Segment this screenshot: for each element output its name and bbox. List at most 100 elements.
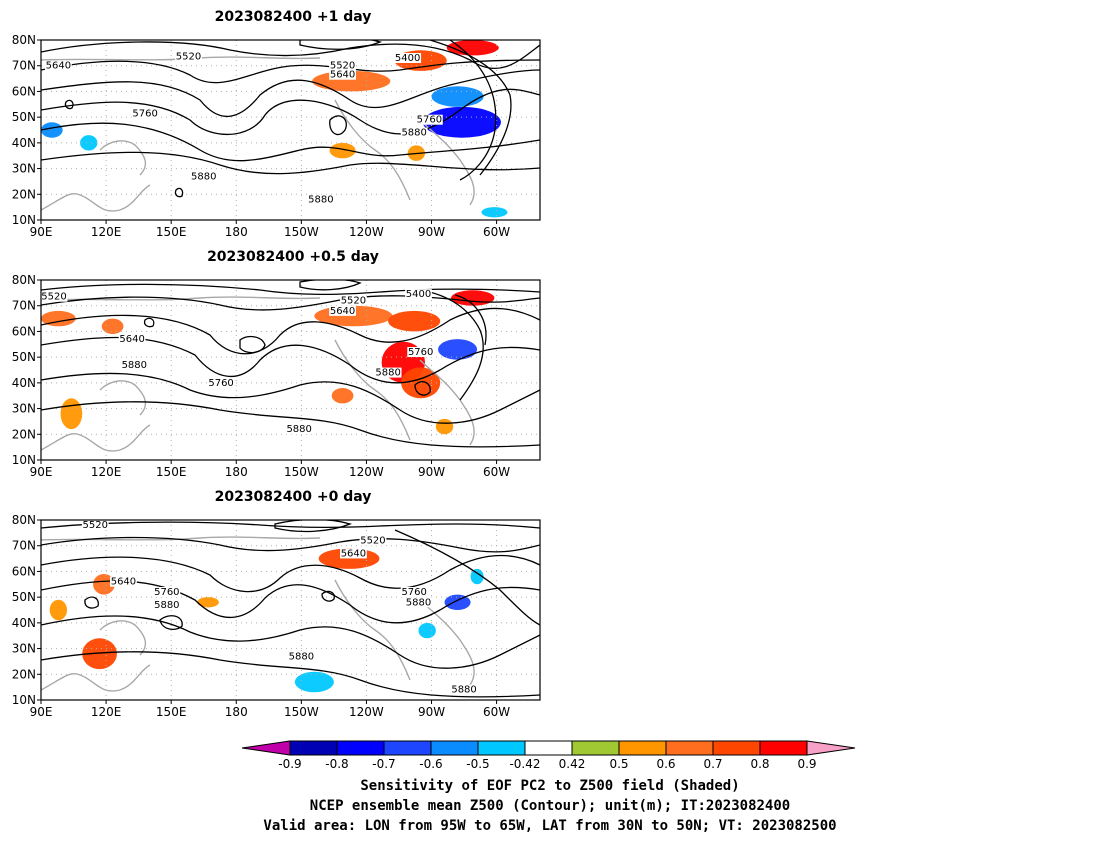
z500-contour [41, 88, 540, 136]
x-tick-label: 90E [30, 225, 53, 239]
colorbar-low-arrow [241, 740, 291, 756]
y-tick-label: 30N [12, 162, 36, 176]
z500-contour [329, 115, 347, 136]
sensitivity-shading [431, 86, 484, 107]
panel-3-map: 5520552056405640576058805760588058805880… [12, 513, 541, 719]
coastline [334, 579, 411, 681]
z500-contour [41, 651, 540, 698]
colorbar-tick-label: -0.8 [325, 757, 348, 771]
coastline [419, 599, 475, 686]
x-tick-label: 120E [91, 225, 122, 239]
z500-contour [41, 336, 540, 384]
sensitivity-shading [60, 398, 83, 430]
y-tick-label: 60N [12, 564, 36, 578]
z500-contour [41, 122, 540, 162]
contour-label: 5880 [308, 194, 333, 205]
coastline [41, 664, 151, 692]
contour-label: 5520 [341, 296, 366, 307]
colorbar-tick-label: -0.9 [278, 757, 301, 771]
contour-label: 5520 [83, 520, 108, 531]
colorbar-bin [383, 740, 432, 756]
sensitivity-shading [331, 388, 354, 404]
y-tick-label: 40N [12, 136, 36, 150]
sensitivity-shading [82, 638, 117, 670]
z500-contour [41, 69, 540, 117]
colorbar-tick-label: 0.8 [750, 757, 769, 771]
contour-label: 5760 [154, 587, 179, 598]
panel-1-map: 5520564054005520564057605760588058805880… [12, 33, 541, 239]
z500-contour [41, 401, 540, 448]
contour-label: 5760 [208, 378, 233, 389]
x-tick-label: 60W [483, 465, 510, 479]
sensitivity-shading [470, 568, 484, 585]
sensitivity-shading [446, 40, 499, 56]
y-tick-label: 80N [12, 513, 36, 527]
colorbar-tick-label: 0.42 [559, 757, 586, 771]
panel-1-title: 2023082400 +1 day [215, 9, 372, 25]
map-frame [40, 519, 541, 701]
colorbar-bin [712, 740, 761, 756]
y-tick-label: 50N [12, 350, 36, 364]
z500-contour [41, 59, 540, 84]
contour-label: 5520 [176, 52, 201, 63]
panel-2-title: 2023082400 +0.5 day [207, 249, 379, 265]
sensitivity-shading [41, 310, 76, 327]
y-tick-label: 10N [12, 693, 36, 707]
sensitivity-shading [41, 122, 63, 138]
contour-label: 5640 [330, 306, 355, 317]
sensitivity-shading [388, 310, 441, 332]
coastline [99, 620, 147, 656]
x-tick-label: 120E [91, 465, 122, 479]
contour-label: 5880 [122, 360, 147, 371]
x-tick-label: 150W [284, 465, 319, 479]
sensitivity-shading [422, 106, 501, 138]
z500-contour [41, 372, 540, 424]
x-tick-label: 180 [225, 225, 248, 239]
z500-contour [84, 596, 99, 609]
sensitivity-shading [197, 597, 219, 608]
sensitivity-shading [481, 207, 508, 218]
map-background [41, 520, 540, 700]
map-frame [40, 279, 541, 461]
contour-label: 5520 [41, 292, 66, 303]
y-tick-label: 20N [12, 187, 36, 201]
colorbar-bin [336, 740, 385, 756]
x-tick-label: 150E [156, 465, 187, 479]
x-tick-label: 150W [284, 705, 319, 719]
contour-label: 5880 [401, 128, 426, 139]
x-tick-label: 90W [418, 465, 445, 479]
contour-label: 5880 [286, 424, 311, 435]
colorbar-bin [289, 740, 338, 756]
x-tick-label: 120W [349, 465, 384, 479]
sensitivity-shading [435, 418, 454, 435]
contour-label: 5400 [395, 53, 420, 64]
sensitivity-shading [93, 574, 115, 595]
z500-contour [41, 283, 540, 296]
panel-3-title: 2023082400 +0 day [215, 489, 372, 505]
panel-2-map: 5520 540055205640564058805760576058805880… [12, 273, 541, 479]
x-tick-label: 150E [156, 225, 187, 239]
colorbar-tick-label: -0.42 [509, 757, 540, 771]
x-tick-label: 150W [284, 225, 319, 239]
z500-contour [41, 295, 540, 311]
x-tick-label: 120W [349, 705, 384, 719]
z500-contour [299, 40, 382, 50]
x-tick-label: 90E [30, 705, 53, 719]
colorbar-high-arrow [806, 740, 856, 756]
colorbar-bin [759, 740, 808, 756]
y-tick-label: 80N [12, 33, 36, 47]
z500-contour [41, 615, 540, 669]
z500-contour [143, 317, 155, 328]
colorbar-tick-label: -0.5 [466, 757, 489, 771]
contour-label: 5640 [330, 70, 355, 81]
contour-label: 5520 [330, 61, 355, 72]
colorbar-tick-label: 0.7 [703, 757, 722, 771]
contour-label: 5760 [401, 587, 426, 598]
sensitivity-shading [294, 671, 334, 693]
contour-label: 5880 [406, 597, 431, 608]
coastline [99, 380, 147, 416]
x-tick-label: 180 [225, 465, 248, 479]
contour-label: 5640 [119, 334, 144, 345]
z500-contour [449, 40, 497, 181]
coastline [334, 339, 411, 441]
